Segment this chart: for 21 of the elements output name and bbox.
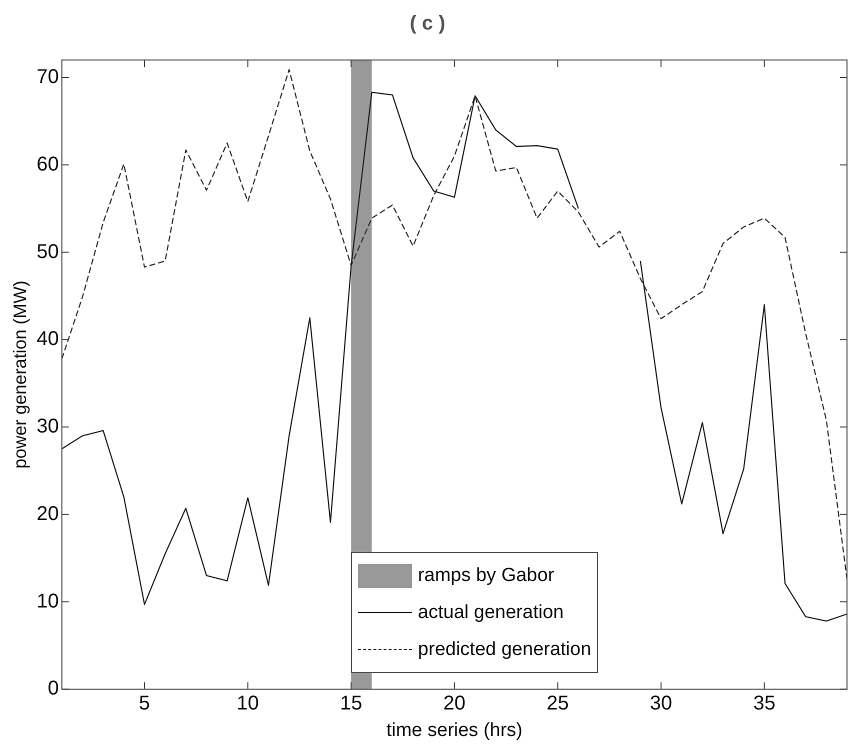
y-tick-label: 20 <box>36 502 59 525</box>
legend-label: predicted generation <box>418 638 592 661</box>
x-tick-label: 20 <box>443 692 466 715</box>
y-tick-label: 30 <box>36 416 59 438</box>
y-tick-label: 0 <box>48 678 59 700</box>
band-label: ramps by Gabor <box>418 564 554 587</box>
legend-label: actual generation <box>418 602 564 624</box>
x-tick-label: 35 <box>753 692 776 715</box>
y-axis-title: power generation (MW) <box>10 280 30 469</box>
x-axis-title: time series (hrs) <box>386 720 523 741</box>
x-tick-label: 30 <box>650 692 672 715</box>
x-tick-label: 5 <box>138 692 150 715</box>
x-tick-label: 25 <box>546 692 569 715</box>
y-tick-label: 10 <box>36 590 59 612</box>
chart-title: ( c ) <box>410 12 446 35</box>
y-tick-label: 40 <box>36 328 59 350</box>
x-tick-label: 10 <box>236 692 259 715</box>
y-tick-label: 70 <box>36 66 59 88</box>
y-tick-label: 60 <box>36 153 59 176</box>
y-tick-label: 50 <box>36 240 59 263</box>
x-tick-label: 15 <box>340 692 362 715</box>
